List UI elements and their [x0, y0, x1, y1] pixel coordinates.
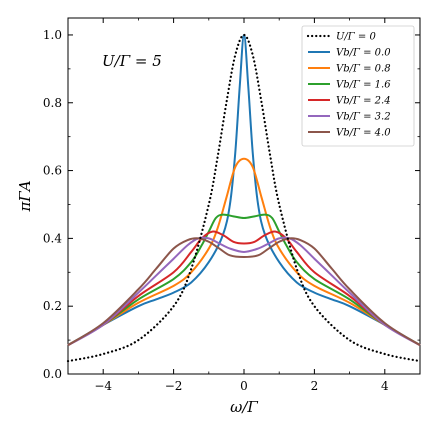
legend-label: Vb/Γ = 0.0	[336, 48, 391, 59]
y-tick-label: 0.0	[43, 367, 62, 381]
y-tick-label: 0.6	[43, 164, 62, 178]
x-tick-label: −4	[94, 379, 112, 393]
legend-label: Vb/Γ = 4.0	[336, 128, 391, 139]
x-tick-label: 0	[240, 379, 248, 393]
x-tick-label: −2	[165, 379, 183, 393]
legend-label: Vb/Γ = 1.6	[336, 80, 391, 91]
series-line-3	[67, 213, 421, 347]
y-tick-label: 0.4	[43, 231, 62, 245]
y-axis-label: πΓA	[16, 180, 34, 212]
y-tick-label: 0.2	[43, 299, 62, 313]
legend-label: Vb/Γ = 2.4	[336, 96, 391, 107]
y-tick-label: 1.0	[43, 28, 62, 42]
annotation-text: U/Γ = 5	[102, 52, 162, 70]
plot-area: −4 −2 0 2 4 0.0 0.2 0.4 0.6 0.8 1.0	[43, 17, 422, 393]
series-line-6	[67, 237, 421, 347]
legend-label: U/Γ = 0	[336, 32, 376, 43]
legend-label: Vb/Γ = 3.2	[336, 112, 391, 123]
series-line-4	[67, 230, 421, 347]
series-line-2	[67, 157, 421, 347]
legend-label: Vb/Γ = 0.8	[336, 64, 391, 75]
series-line-0	[66, 33, 422, 363]
ticks-layer: −4 −2 0 2 4 0.0 0.2 0.4 0.6 0.8 1.0	[43, 18, 421, 393]
legend: U/Γ = 0 Vb/Γ = 0.0 Vb/Γ = 0.8 Vb/Γ = 1.6 Vb/…	[301, 25, 415, 147]
x-tick-label: 2	[311, 379, 319, 393]
x-axis-label: ω/Γ	[230, 398, 258, 416]
y-tick-label: 0.8	[43, 96, 62, 110]
x-tick-label: 4	[381, 379, 389, 393]
series-layer	[66, 33, 422, 363]
series-line-5	[67, 236, 421, 347]
